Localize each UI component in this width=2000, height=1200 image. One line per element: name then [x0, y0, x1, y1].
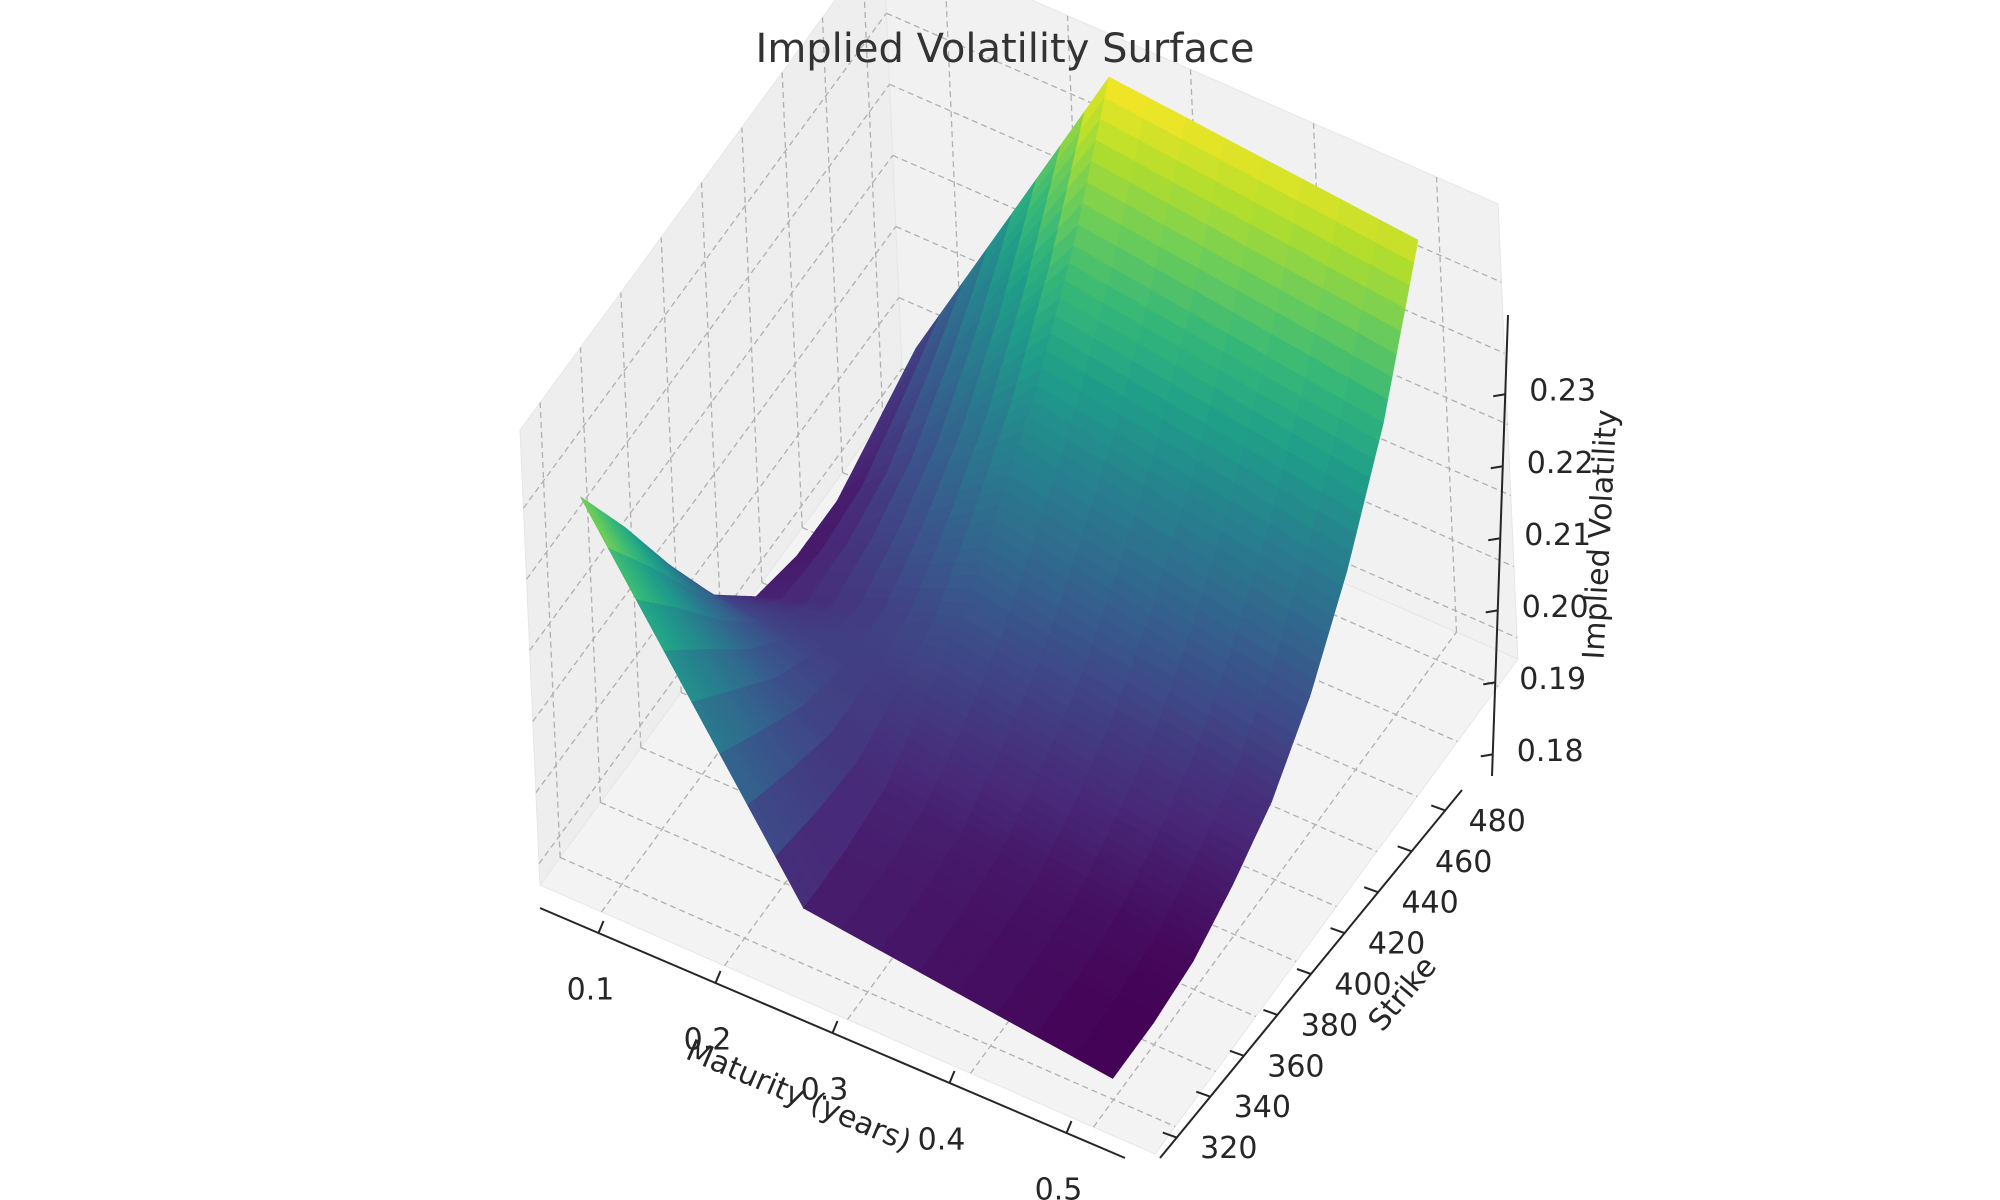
y-tick	[1195, 1090, 1211, 1098]
grid-line-z	[526, 83, 891, 580]
x-tick-label: 0.4	[918, 1123, 966, 1158]
z-tick-label: 0.18	[1517, 734, 1584, 769]
surface	[580, 76, 1419, 1079]
x-axis-title: Maturity (years)	[681, 1033, 916, 1159]
z-tick	[1488, 537, 1501, 542]
grid-line-z	[532, 226, 897, 722]
y-tick	[1430, 804, 1446, 812]
x-tick-label: 0.5	[1035, 1173, 1083, 1200]
grid-line-z	[522, 12, 887, 509]
y-tick	[1296, 968, 1312, 975]
x-tick-label: 0.1	[567, 973, 615, 1008]
y-tick	[1363, 886, 1379, 894]
surface-facet	[914, 588, 947, 603]
y-tick	[1229, 1049, 1245, 1057]
grid-line-y	[559, 856, 1176, 1128]
grid-line-y	[821, 17, 844, 473]
grid-line-z	[529, 155, 894, 651]
y-tick	[1330, 927, 1345, 935]
x-tick	[597, 920, 605, 934]
surface-facet	[945, 574, 977, 590]
grid-line-y	[579, 347, 602, 803]
chart-title: Implied Volatility Surface	[756, 26, 1255, 72]
y-tick-label: 480	[1469, 804, 1526, 839]
x-tick	[714, 970, 722, 984]
grid-line-y	[620, 292, 642, 748]
z-tick	[1493, 393, 1506, 398]
z-tick-label: 0.23	[1529, 374, 1596, 409]
y-tick-label: 420	[1368, 927, 1425, 962]
z-tick-label: 0.21	[1524, 518, 1591, 553]
x-tick-label: 0.3	[801, 1073, 849, 1108]
z-tick	[1490, 465, 1503, 470]
grid-line-x	[1435, 177, 1458, 633]
x-tick-label: 0.2	[684, 1023, 732, 1058]
y-tick-label: 380	[1301, 1008, 1358, 1043]
y-tick-label: 320	[1200, 1131, 1257, 1166]
surface-facet	[940, 588, 972, 604]
z-axis-line	[1491, 314, 1509, 777]
y-tick-label: 340	[1234, 1090, 1291, 1125]
surface-facet	[919, 575, 952, 590]
y-tick-label: 460	[1435, 845, 1492, 880]
x-tick	[948, 1070, 956, 1084]
z-tick-label: 0.19	[1519, 662, 1586, 697]
y-tick-label: 440	[1401, 886, 1458, 921]
y-tick-label: 400	[1334, 968, 1391, 1003]
y-tick	[1397, 845, 1413, 853]
y-tick	[1162, 1131, 1178, 1139]
z-tick	[1483, 681, 1496, 686]
y-tick-label: 360	[1267, 1049, 1324, 1084]
grid-line-y	[539, 402, 561, 858]
surface-facet	[863, 587, 896, 600]
surface-facet	[888, 587, 921, 601]
grid-line-y	[863, 0, 884, 418]
grid-line-y	[700, 182, 723, 638]
grid-line-y	[781, 72, 803, 528]
z-tick	[1485, 609, 1498, 614]
z-tick-label: 0.22	[1527, 446, 1594, 481]
surface-facet	[1073, 1049, 1119, 1079]
x-tick	[831, 1020, 839, 1034]
z-tick	[1480, 753, 1493, 758]
z-tick-label: 0.20	[1522, 590, 1589, 625]
y-tick	[1263, 1008, 1278, 1016]
grid-line-z	[535, 297, 900, 793]
left-wall-pane	[519, 0, 904, 887]
grid-line-z	[538, 368, 903, 865]
x-tick	[1065, 1120, 1073, 1134]
grid-line-y	[741, 127, 763, 583]
